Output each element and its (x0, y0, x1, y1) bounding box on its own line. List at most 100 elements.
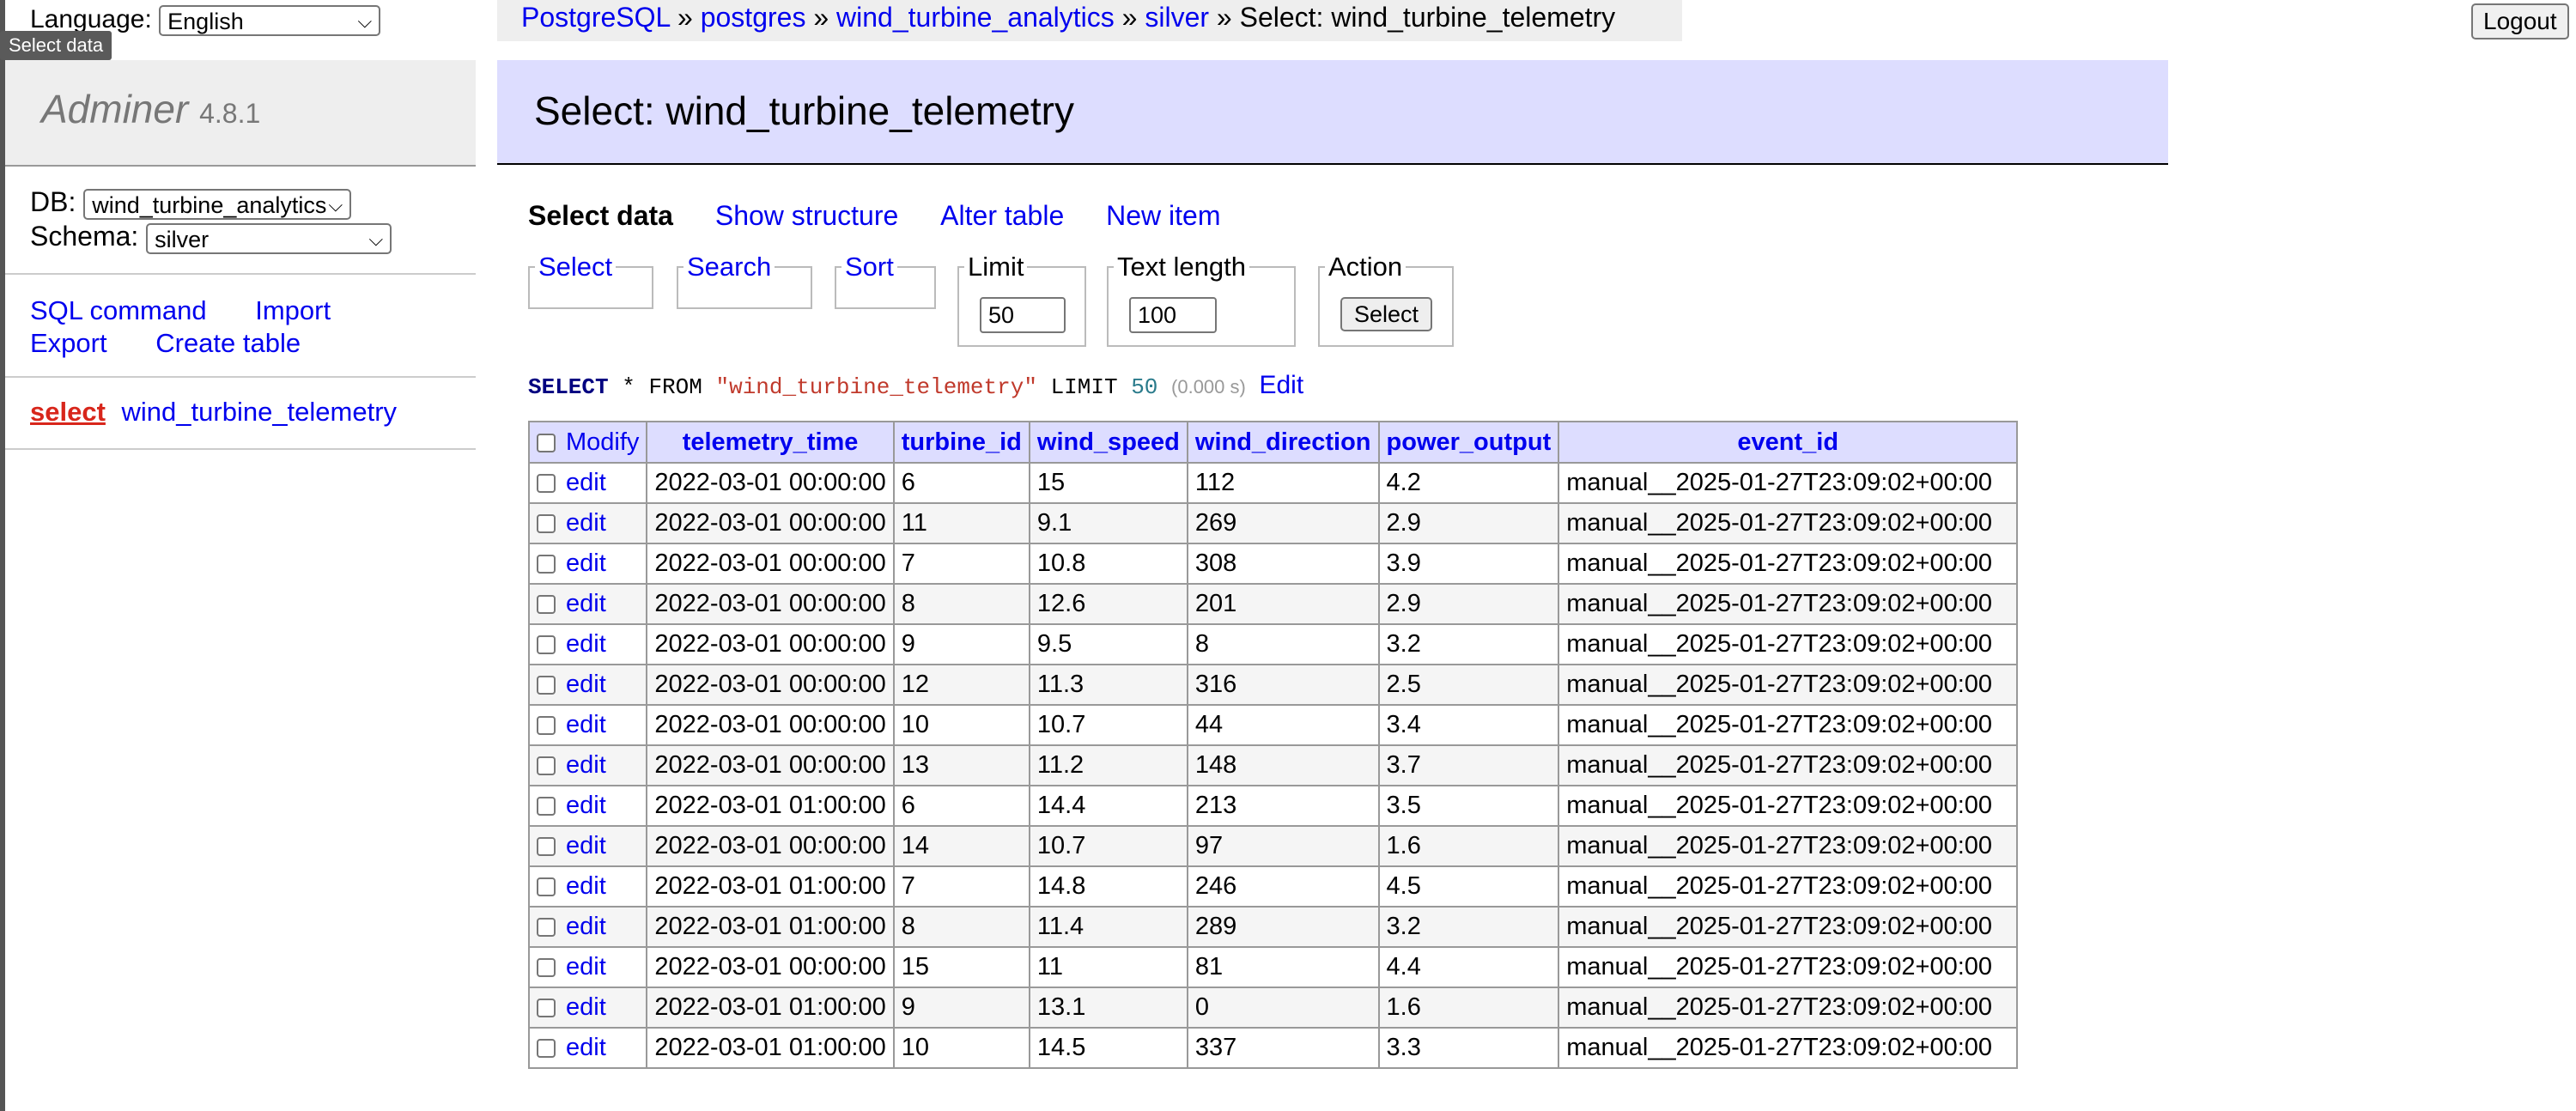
row-edit-link[interactable]: edit (566, 872, 606, 900)
table-row: edit 2022-03-01 00:00:00 12 11.3 316 2.5 manua… (527, 664, 2019, 706)
row-checkbox[interactable] (537, 635, 556, 655)
row-checkbox[interactable] (537, 958, 556, 978)
table-cell: 2022-03-01 00:00:00 (646, 704, 895, 746)
row-checkbox[interactable] (537, 837, 556, 857)
row-edit-link[interactable]: edit (566, 469, 606, 496)
table-cell: 2.5 (1377, 664, 1560, 706)
tab-new-item[interactable]: New item (1106, 200, 1221, 231)
row-edit-link[interactable]: edit (566, 913, 606, 940)
db-select[interactable]: wind_turbine_analytics ⌵ (83, 188, 352, 220)
table-row: edit 2022-03-01 00:00:00 6 15 112 4.2 manual__… (527, 462, 2019, 504)
search-legend-link[interactable]: Search (683, 253, 775, 280)
row-checkbox[interactable] (537, 514, 556, 534)
table-cell: 2022-03-01 00:00:00 (646, 543, 895, 585)
table-cell: manual__2025-01-27T23:09:02+00:00 (1558, 785, 2019, 827)
table-cell: 2022-03-01 01:00:00 (646, 906, 895, 948)
row-checkbox[interactable] (537, 918, 556, 938)
sort-legend-link[interactable]: Sort (841, 253, 897, 280)
select-legend-link[interactable]: Select (535, 253, 617, 280)
text-length-legend: Text length (1114, 253, 1249, 280)
table-cell: 2022-03-01 00:00:00 (646, 825, 895, 867)
table-cell: 148 (1186, 744, 1380, 786)
header-telemetry-time[interactable]: telemetry_time (646, 421, 895, 464)
row-edit-link[interactable]: edit (566, 671, 606, 698)
table-cell: 13 (892, 744, 1030, 786)
row-checkbox[interactable] (537, 555, 556, 574)
row-edit-link[interactable]: edit (566, 549, 606, 577)
table-cell: 14.4 (1028, 785, 1188, 827)
table-cell: manual__2025-01-27T23:09:02+00:00 (1558, 664, 2019, 706)
import-link[interactable]: Import (255, 295, 331, 325)
table-structure-link[interactable]: wind_turbine_telemetry (121, 397, 398, 427)
row-checkbox[interactable] (537, 999, 556, 1018)
breadcrumb-sep: » (1216, 2, 1232, 33)
table-cell: 11 (892, 502, 1030, 544)
table-cell: 289 (1186, 906, 1380, 948)
logout-button[interactable]: Logout (2471, 3, 2569, 39)
breadcrumb-schema[interactable]: silver (1145, 2, 1210, 33)
table-row: edit 2022-03-01 00:00:00 8 12.6 201 2.9 manual… (527, 583, 2019, 625)
row-edit-link[interactable]: edit (566, 792, 606, 819)
export-link[interactable]: Export (30, 328, 107, 358)
row-checkbox[interactable] (537, 756, 556, 776)
row-checkbox[interactable] (537, 1039, 556, 1059)
modify-link[interactable]: Modify (566, 428, 640, 456)
tab-show-structure[interactable]: Show structure (714, 200, 899, 231)
row-edit-link[interactable]: edit (566, 590, 606, 617)
breadcrumb-server[interactable]: postgres (700, 2, 806, 33)
tab-alter-table[interactable]: Alter table (940, 200, 1065, 231)
sql-star: * (622, 374, 635, 400)
row-checkbox[interactable] (537, 877, 556, 897)
select-all-checkbox[interactable] (537, 433, 556, 452)
table-cell: 3.3 (1377, 1027, 1560, 1069)
row-edit-link[interactable]: edit (566, 751, 606, 779)
sort-fieldset: Sort (835, 253, 936, 309)
row-edit-link[interactable]: edit (566, 1034, 606, 1061)
breadcrumb-sep: » (677, 2, 693, 33)
header-wind-speed[interactable]: wind_speed (1028, 421, 1188, 464)
schema-select[interactable]: silver ⌵ (146, 222, 392, 254)
header-event-id[interactable]: event_id (1558, 421, 2019, 464)
row-edit-link[interactable]: edit (566, 953, 606, 980)
row-edit-link[interactable]: edit (566, 711, 606, 738)
row-actions: edit (527, 704, 648, 746)
sql-command-link[interactable]: SQL command (30, 295, 207, 325)
header-power-output[interactable]: power_output (1377, 421, 1560, 464)
table-cell: 8 (1186, 623, 1380, 665)
language-select[interactable]: English ⌵ (159, 5, 381, 37)
row-checkbox[interactable] (537, 797, 556, 817)
row-edit-link[interactable]: edit (566, 630, 606, 658)
select-button[interactable]: Select (1340, 297, 1433, 331)
create-table-link[interactable]: Create table (155, 328, 301, 358)
table-cell: manual__2025-01-27T23:09:02+00:00 (1558, 946, 2019, 988)
row-checkbox[interactable] (537, 716, 556, 736)
db-label: DB: (30, 186, 76, 217)
table-row: edit 2022-03-01 01:00:00 9 13.1 0 1.6 manual__… (527, 987, 2019, 1029)
text-length-input[interactable] (1129, 297, 1217, 333)
window-edge (0, 0, 5, 1111)
row-edit-link[interactable]: edit (566, 832, 606, 859)
row-actions: edit (527, 543, 648, 585)
breadcrumb-driver[interactable]: PostgreSQL (521, 2, 671, 33)
select-table-link[interactable]: select (30, 397, 106, 427)
row-checkbox[interactable] (537, 474, 556, 494)
row-edit-link[interactable]: edit (566, 993, 606, 1021)
brand-logo[interactable]: Adminer 4.8.1 (41, 86, 260, 132)
limit-input[interactable] (980, 297, 1066, 333)
limit-fieldset: Limit (957, 253, 1086, 347)
sql-keyword: FROM (648, 374, 702, 400)
edit-query-link[interactable]: Edit (1259, 371, 1304, 399)
table-cell: 337 (1186, 1027, 1380, 1069)
header-turbine-id[interactable]: turbine_id (892, 421, 1030, 464)
divider (5, 448, 476, 450)
row-checkbox[interactable] (537, 595, 556, 615)
table-cell: 2022-03-01 00:00:00 (646, 664, 895, 706)
db-panel: DB: wind_turbine_analytics ⌵ Schema: sil… (30, 185, 392, 254)
table-row: edit 2022-03-01 00:00:00 13 11.2 148 3.7 manua… (527, 744, 2019, 786)
table-cell: 7 (892, 865, 1030, 908)
header-wind-direction[interactable]: wind_direction (1186, 421, 1380, 464)
row-edit-link[interactable]: edit (566, 509, 606, 537)
row-checkbox[interactable] (537, 676, 556, 695)
breadcrumb-db[interactable]: wind_turbine_analytics (836, 2, 1115, 33)
table-cell: 3.9 (1377, 543, 1560, 585)
